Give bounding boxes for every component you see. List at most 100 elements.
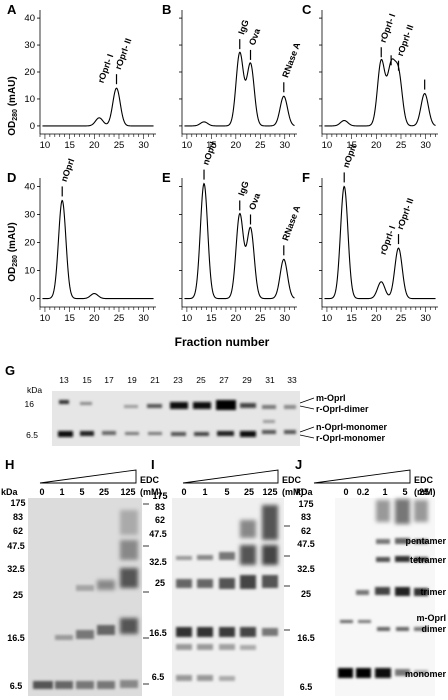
y-tick-label: 0	[30, 121, 35, 132]
y-tick-label: 30	[24, 209, 35, 220]
x-tick-label: 10	[322, 140, 333, 151]
x-tick-label: 10	[40, 140, 51, 151]
x-tick-label: 30	[138, 313, 149, 324]
x-tick-label: 25	[114, 313, 125, 324]
gel-g-kda: kDa	[27, 385, 42, 395]
gel-h-lanes: 0 1 5 25 125	[39, 487, 135, 497]
label-trimer: trimer	[420, 587, 446, 597]
gel-panel-i: I EDC (mM) 0 1 5 25 125	[149, 457, 304, 696]
svg-text:5: 5	[402, 487, 407, 497]
peak-label: IgG	[236, 180, 251, 198]
svg-text:62: 62	[13, 526, 23, 536]
y-tick-label: 20	[24, 238, 35, 249]
x-tick-label: 20	[371, 313, 382, 324]
x-tick-label: 10	[182, 140, 193, 151]
svg-text:47.5: 47.5	[297, 539, 315, 549]
label-m-opri: m-OprI	[316, 393, 346, 403]
y-tick-label: 10	[24, 94, 35, 105]
label-r-opri-monomer: r-OprI-monomer	[316, 433, 386, 443]
x-tick-label: 25	[396, 313, 407, 324]
svg-text:47.5: 47.5	[7, 541, 25, 551]
peak-label: IgG	[236, 18, 251, 36]
svg-text:27: 27	[219, 375, 229, 385]
peak-label: nOprI	[59, 157, 77, 183]
svg-text:6.5: 6.5	[300, 682, 313, 692]
x-tick-label: 30	[279, 313, 290, 324]
svg-text:15: 15	[82, 375, 92, 385]
label-dimer: dimer	[421, 624, 446, 634]
svg-text:25: 25	[13, 590, 23, 600]
svg-text:175: 175	[298, 499, 313, 509]
svg-text:32.5: 32.5	[149, 557, 167, 567]
x-tick-label: 30	[420, 140, 431, 151]
gel-g-bands	[58, 400, 296, 437]
edc-label-j: EDC	[414, 475, 434, 485]
x-tick-label: 25	[396, 140, 407, 151]
gel-j-markers: 175 83 62 47.5 32.5 25 16.5 6.5	[297, 499, 315, 692]
panel-letter-g: G	[5, 363, 15, 378]
gel-i-lanes: 0 1 5 25 125	[181, 487, 277, 497]
peak-label: RNase A	[280, 41, 302, 79]
y-tick-label: 40	[24, 181, 35, 192]
y-tick-label: 20	[24, 67, 35, 78]
x-tick-label: 15	[346, 313, 357, 324]
chromatogram-trace	[42, 87, 154, 127]
svg-text:16.5: 16.5	[297, 633, 315, 643]
peak-label: Ova	[247, 26, 263, 46]
gel-panel-j: J EDC (mM) kDa 0 0.2 1 5 25	[295, 457, 446, 696]
svg-text:16.5: 16.5	[149, 628, 167, 638]
x-tick-label: 25	[255, 313, 266, 324]
x-tick-label: 15	[206, 140, 217, 151]
edc-gradient-wedge-i	[182, 469, 279, 484]
svg-text:25: 25	[301, 589, 311, 599]
gel-h-marker-ticks	[143, 503, 149, 685]
svg-text:175: 175	[152, 491, 167, 501]
label-pentamer: pentamer	[405, 536, 446, 546]
peak-label: nOprI	[201, 140, 219, 166]
svg-text:125: 125	[262, 487, 277, 497]
x-tick-label: 20	[231, 140, 242, 151]
x-tick-label: 30	[279, 140, 290, 151]
peak-label: rOprI- I	[378, 12, 398, 44]
edc-unit-j: (mM)	[414, 487, 436, 497]
svg-text:32.5: 32.5	[297, 564, 315, 574]
x-tick-label: 20	[89, 140, 100, 151]
peak-label: rOprI- II	[395, 23, 416, 57]
x-tick-label: 20	[231, 313, 242, 324]
panel-letter-c: C	[302, 2, 312, 17]
peak-label: rOprI- I	[96, 53, 116, 85]
y-tick-label: 40	[24, 13, 35, 24]
x-tick-label: 10	[322, 313, 333, 324]
peak-label: RNase A	[280, 204, 302, 242]
gel-i-bands	[176, 505, 278, 681]
y-axis-label-bottom: OD280 (mAU)	[7, 222, 19, 281]
svg-text:31: 31	[265, 375, 275, 385]
gel-g-image	[52, 391, 300, 446]
edc-label-h: EDC	[140, 475, 160, 485]
label-m-opri-j: m-OprI	[416, 613, 446, 623]
svg-text:0.2: 0.2	[357, 487, 370, 497]
gel-h-bands	[33, 510, 138, 689]
chromatogram-trace	[184, 182, 295, 300]
label-n-opri-monomer: n-OprI-monomer	[316, 422, 387, 432]
svg-text:6.5: 6.5	[10, 681, 23, 691]
panel-letter-e: E	[162, 170, 171, 185]
x-tick-label: 20	[89, 313, 100, 324]
svg-text:1: 1	[382, 487, 387, 497]
panel-letter-f: F	[302, 170, 310, 185]
gel-j-bands	[338, 499, 428, 678]
x-tick-label: 15	[64, 140, 75, 151]
svg-text:5: 5	[224, 487, 229, 497]
edc-unit-h: (mM)	[140, 487, 162, 497]
svg-text:13: 13	[59, 375, 69, 385]
chromatogram-trace	[184, 51, 295, 127]
panel-letter-j: J	[295, 457, 302, 472]
label-monomer: monomer	[405, 669, 447, 679]
svg-text:25: 25	[244, 487, 254, 497]
gel-panel-h: H EDC (mM) kDa 0 1 5 25 125	[1, 457, 162, 696]
peak-label: rOprI- II	[113, 37, 134, 71]
svg-text:0: 0	[343, 487, 348, 497]
x-tick-label: 30	[420, 313, 431, 324]
